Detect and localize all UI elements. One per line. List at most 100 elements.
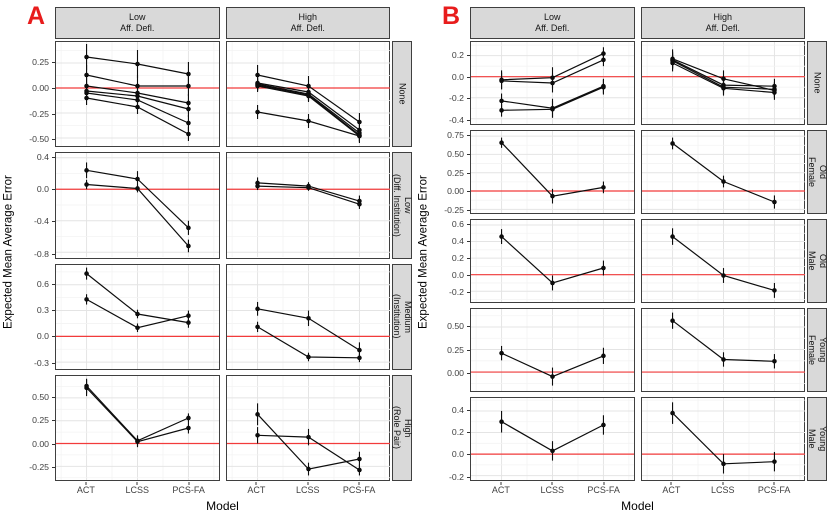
facet-plot-canvas: [471, 220, 634, 302]
x-tick-mark: [722, 482, 724, 485]
facet-row: 0.4 0.2 0.0 -0.2 Young Male: [432, 397, 828, 482]
y-tick-mark: [52, 443, 55, 445]
y-tick-mark: [52, 139, 55, 141]
x-tick-label: ACT: [491, 485, 510, 495]
y-tick-mark: [52, 397, 55, 399]
facet-plot: [470, 41, 635, 125]
col-strip: High Aff. Defl.: [640, 7, 805, 39]
x-axis-title: Model: [621, 499, 654, 513]
col-strips: Low Aff. Defl. High Aff. Defl.: [17, 7, 412, 39]
y-tick-mark: [467, 291, 470, 293]
x-tick-mark: [188, 482, 190, 485]
y-tick-label: 0.25: [32, 57, 49, 68]
x-tick-mark: [358, 482, 360, 485]
x-tick-label: ACT: [247, 485, 266, 495]
facet-plot-canvas: [226, 42, 390, 146]
y-tick-mark: [52, 62, 55, 64]
facet-row: 0.25 0.00 -0.25 -0.50 None: [17, 41, 412, 148]
y-axis-ticks: 0.4 0.2 0.0 -0.2: [432, 397, 470, 482]
y-tick-mark: [52, 157, 55, 159]
y-tick-label: 0.4: [451, 405, 464, 416]
facet-plot-canvas: [226, 375, 390, 480]
x-axis-zone: ACT LCSS PCS-FA: [55, 482, 220, 497]
y-tick-label: -0.3: [34, 357, 49, 368]
x-axis-zone: ACT LCSS PCS-FA: [470, 482, 635, 497]
y-tick-label: 0.00: [32, 82, 49, 93]
y-tick-label: 0.50: [447, 148, 464, 159]
y-tick-mark: [467, 191, 470, 193]
panel-b: B Expected Mean Average Error Low Aff. D…: [415, 0, 830, 519]
row-strip: High (Role Pair): [392, 374, 413, 481]
col-strip: High Aff. Defl.: [225, 7, 390, 39]
y-tick-label: -0.2: [449, 471, 464, 482]
x-tick-mark: [307, 482, 309, 485]
spacer: [17, 482, 55, 497]
col-strip: Low Aff. Defl.: [55, 7, 220, 39]
y-tick-mark: [467, 135, 470, 137]
facet-plot: [470, 397, 635, 481]
y-tick-label: -0.2: [449, 286, 464, 297]
facet-row: 0.2 0.0 -0.2 -0.4 None: [432, 41, 827, 125]
x-tick-mark: [136, 482, 138, 485]
y-tick-label: -0.25: [29, 462, 49, 473]
y-axis-ticks: 0.4 0.0 -0.4 -0.8: [17, 152, 55, 259]
y-tick-label: 0.0: [36, 184, 49, 195]
facet-plot: [55, 374, 220, 481]
y-axis-ticks: 0.50 0.25 0.00: [432, 308, 470, 392]
facet-row: 0.50 0.25 0.00 -0.25 High (Role Pair): [17, 374, 413, 481]
facet-plot: [55, 41, 220, 148]
facet-plot: [640, 41, 805, 125]
spacer: [805, 482, 827, 497]
row-strip: None: [392, 41, 412, 148]
facet-plot-canvas: [641, 309, 805, 391]
facet-plot-canvas: [641, 42, 805, 124]
y-axis-ticks: 0.75 0.50 0.25 0.00 -0.25: [432, 130, 470, 215]
facet-plot-canvas: [641, 131, 805, 213]
y-tick-mark: [467, 372, 470, 374]
x-tick-mark: [670, 482, 672, 485]
facet-plot: [470, 308, 635, 392]
y-tick-mark: [467, 210, 470, 212]
facet-plot-canvas: [471, 131, 634, 213]
y-tick-mark: [467, 119, 470, 121]
y-tick-label: 0.3: [36, 305, 49, 316]
x-axis-zone: ACT LCSS PCS-FA: [641, 482, 806, 497]
y-axis-ticks: 0.6 0.3 0.0 -0.3: [17, 264, 55, 370]
y-tick-mark: [467, 454, 470, 456]
facet-row: 0.75 0.50 0.25 0.00 -0.25 Old Female: [432, 130, 828, 215]
y-tick-mark: [52, 253, 55, 255]
y-axis-title: Expected Mean Average Error: [2, 175, 15, 329]
panel-a-content: Low Aff. Defl. High Aff. Defl. 0.25 0.00 -0…: [17, 7, 413, 516]
panel-a-label: A: [27, 2, 46, 30]
facet-plot: [640, 308, 805, 392]
y-tick-label: -0.2: [449, 93, 464, 104]
y-tick-mark: [52, 221, 55, 223]
y-axis-ticks: 0.2 0.0 -0.2 -0.4: [432, 41, 470, 125]
x-tick-mark: [255, 482, 257, 485]
x-tick-label: LCSS: [710, 485, 735, 495]
y-tick-label: 0.50: [447, 321, 464, 332]
facet-plot: [640, 130, 805, 214]
x-tick-label: ACT: [662, 485, 681, 495]
facet-plot-canvas: [471, 309, 634, 391]
x-tick-label: PCS-FA: [757, 485, 791, 495]
y-tick-label: 0.2: [451, 427, 464, 438]
y-tick-label: 0.4: [451, 236, 464, 247]
row-strip: None: [807, 41, 827, 125]
y-tick-label: -0.8: [34, 248, 49, 259]
row-strip: Old Male: [807, 219, 828, 303]
row-strip: Medium (Institution): [392, 263, 413, 370]
y-tick-mark: [52, 362, 55, 364]
y-tick-mark: [467, 153, 470, 155]
facet-row: 0.6 0.3 0.0 -0.3 Medium (Institution): [17, 263, 413, 370]
x-axis-zone: ACT LCSS PCS-FA: [226, 482, 391, 497]
col-strips: Low Aff. Defl. High Aff. Defl.: [432, 7, 827, 39]
row-strip: Old Female: [807, 130, 828, 214]
facet-plot-canvas: [641, 398, 805, 480]
y-tick-mark: [52, 336, 55, 338]
y-tick-label: 0.25: [447, 344, 464, 355]
x-tick-mark: [85, 482, 87, 485]
facet-plot: [55, 152, 220, 259]
facet-plot-canvas: [471, 42, 634, 124]
